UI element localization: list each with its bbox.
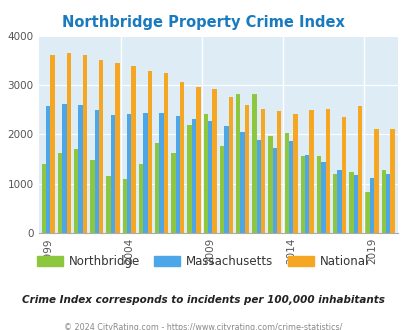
Bar (256, 140, 260, 233)
Bar (187, 125, 191, 233)
Bar (90, 160, 94, 233)
Bar (58, 153, 62, 233)
Bar (316, 156, 320, 233)
Bar (131, 66, 135, 233)
Bar (66, 53, 71, 233)
Bar (385, 174, 389, 233)
Bar (268, 136, 272, 233)
Bar (203, 114, 207, 233)
Bar (325, 110, 329, 233)
Bar (284, 133, 288, 233)
Bar (337, 170, 341, 233)
Bar (139, 164, 143, 233)
Bar (99, 60, 103, 233)
Bar (381, 170, 385, 233)
Bar (212, 89, 216, 233)
Bar (244, 105, 248, 233)
Bar (341, 117, 345, 233)
Legend: Northbridge, Massachusetts, National: Northbridge, Massachusetts, National (32, 250, 373, 273)
Bar (147, 71, 151, 233)
Bar (240, 132, 244, 233)
Bar (159, 114, 163, 233)
Bar (78, 105, 83, 233)
Bar (42, 164, 46, 233)
Bar (252, 94, 256, 233)
Bar (207, 121, 212, 233)
Bar (304, 155, 309, 233)
Bar (83, 55, 87, 233)
Bar (272, 148, 276, 233)
Bar (357, 106, 361, 233)
Bar (309, 111, 313, 233)
Bar (300, 156, 304, 233)
Bar (292, 114, 297, 233)
Bar (171, 153, 175, 233)
Bar (369, 178, 373, 233)
Bar (74, 149, 78, 233)
Bar (122, 179, 127, 233)
Bar (224, 126, 228, 233)
Bar (50, 55, 55, 233)
Bar (235, 94, 240, 233)
Bar (288, 141, 292, 233)
Bar (320, 162, 325, 233)
Bar (373, 129, 377, 233)
Bar (276, 112, 281, 233)
Bar (228, 97, 232, 233)
Bar (155, 143, 159, 233)
Bar (196, 87, 200, 233)
Bar (94, 111, 99, 233)
Bar (191, 119, 196, 233)
Bar (260, 110, 264, 233)
Bar (353, 175, 357, 233)
Text: © 2024 CityRating.com - https://www.cityrating.com/crime-statistics/: © 2024 CityRating.com - https://www.city… (64, 323, 341, 330)
Bar (219, 146, 224, 233)
Bar (175, 116, 179, 233)
Bar (62, 104, 66, 233)
Bar (332, 174, 337, 233)
Bar (127, 115, 131, 233)
Bar (348, 172, 353, 233)
Bar (111, 115, 115, 233)
Bar (143, 114, 147, 233)
Bar (46, 106, 50, 233)
Bar (364, 192, 369, 233)
Text: Northbridge Property Crime Index: Northbridge Property Crime Index (62, 15, 343, 30)
Bar (179, 82, 184, 233)
Bar (389, 129, 394, 233)
Bar (106, 176, 111, 233)
Bar (163, 73, 168, 233)
Bar (115, 63, 119, 233)
Text: Crime Index corresponds to incidents per 100,000 inhabitants: Crime Index corresponds to incidents per… (21, 295, 384, 305)
